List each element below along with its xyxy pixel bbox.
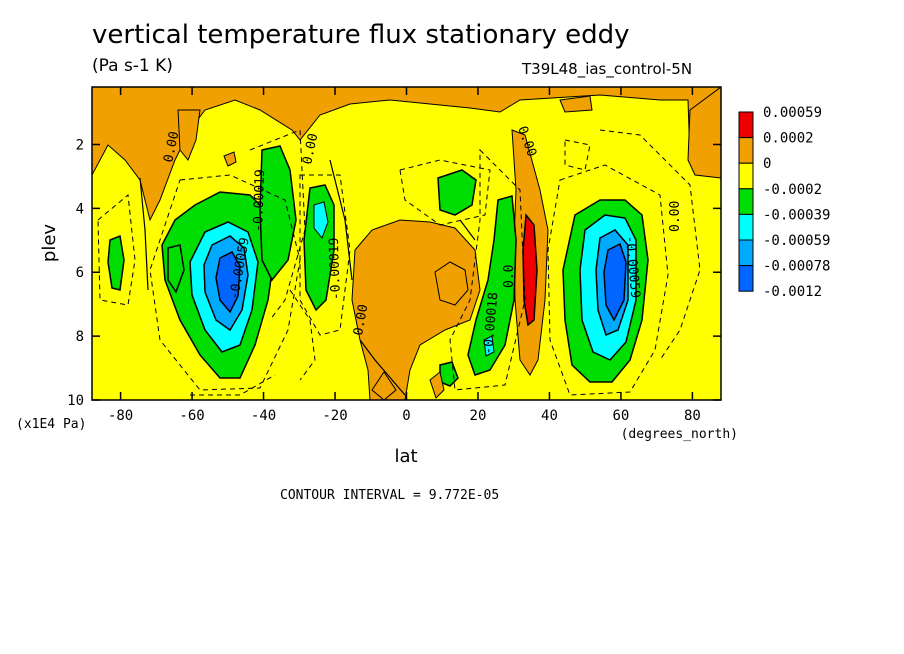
legend-label: -0.0002	[763, 182, 822, 198]
contour-neg-30s	[289, 289, 316, 381]
legend-swatch	[738, 239, 754, 267]
x-tick-label: -40	[251, 408, 276, 424]
legend-label: 0.00059	[763, 105, 822, 121]
field-cyan-25n	[483, 335, 495, 357]
contour-zero-5n	[459, 219, 476, 241]
contour-neg-58n	[547, 164, 669, 396]
legend-swatch	[738, 137, 754, 164]
field-orange-tropical-column	[351, 219, 481, 400]
y-unit-label: (x1E4 Pa)	[16, 417, 86, 432]
legend-label: -0.0012	[763, 284, 822, 300]
y-tick-label: 8	[76, 329, 84, 345]
contour-neg-80s	[97, 194, 136, 306]
field-orange-top-band	[92, 87, 721, 222]
legend-swatch	[738, 188, 754, 215]
legend-swatch	[738, 162, 754, 190]
field-blue-dark-50s	[215, 251, 241, 314]
contour-label: 0.00	[300, 132, 321, 166]
contour-neg-25n	[449, 148, 526, 391]
field-orange-patch-40s	[223, 151, 237, 167]
contour-label: -0.00018	[481, 292, 501, 356]
legend-label: -0.00059	[763, 233, 830, 249]
field-red-35n-max	[522, 213, 538, 327]
x-tick-label: 0	[402, 408, 410, 424]
contour-zero-75s	[139, 177, 149, 291]
field-orange-column-65s	[177, 109, 201, 161]
color-legend: 0.00059 0.0002 0 -0.0002 -0.00039 -0.00059 -0.…	[738, 105, 830, 300]
field-cyan-25s	[313, 201, 329, 239]
contour-label: -0.00059	[622, 235, 642, 299]
field-green-80s	[107, 234, 125, 291]
contour-neg-45s-low	[190, 374, 276, 396]
legend-swatch	[738, 111, 754, 139]
x-axis-label: lat	[394, 446, 417, 467]
field-orange-tropical-blob	[434, 261, 469, 306]
contour-label: -0.00019	[327, 237, 344, 300]
y-axis-label: plev	[39, 224, 60, 263]
y-tick-label: 10	[67, 393, 84, 409]
x-tick-label: 40	[541, 408, 558, 424]
zero-contours	[139, 159, 476, 396]
contour-label: 0.00	[161, 130, 182, 164]
field-green-25n	[467, 195, 517, 376]
field-orange-patch-40n	[559, 95, 593, 113]
field-orange-right-edge	[687, 87, 721, 179]
field-orange-patch-5s	[371, 371, 397, 400]
contour-interval: CONTOUR INTERVAL = 9.772E-05	[280, 488, 500, 503]
contour-fields: 0.00 0.00 0.00 0.00 0.00 -0.00019 -0.000…	[92, 87, 721, 400]
contour-zero-10s	[329, 159, 353, 281]
x-tick-label: 60	[613, 408, 630, 424]
field-green-65s	[167, 244, 185, 294]
field-green-40s	[259, 145, 297, 282]
x-tick-label: -80	[108, 408, 133, 424]
contour-label: 0.0	[502, 265, 517, 288]
field-blue-dark-58n	[603, 242, 627, 322]
legend-swatch	[738, 213, 754, 241]
legend-label: 0	[763, 156, 771, 172]
x-unit-label: (degrees_north)	[621, 427, 738, 442]
chart-title: vertical temperature flux stationary edd…	[92, 20, 630, 50]
x-tick-label: -20	[322, 408, 347, 424]
x-axis: -80 -60 -40 -20 0 20 40 60 80	[108, 87, 701, 424]
field-orange-patch-15n	[429, 371, 445, 399]
y-axis: 2 4 6 8 10	[67, 137, 721, 409]
legend-label: -0.00039	[763, 207, 830, 223]
contour-label: -0.00019	[251, 169, 268, 232]
legend-label: 0.0002	[763, 131, 814, 147]
negative-contours	[97, 129, 701, 396]
x-tick-label: 80	[684, 408, 701, 424]
contour-label: 0.00	[351, 303, 371, 336]
contour-neg-10n	[399, 159, 491, 226]
legend-swatch	[738, 265, 754, 292]
contour-neg-45s	[249, 129, 306, 321]
legend-label: -0.00078	[763, 259, 830, 275]
x-tick-label: -60	[179, 408, 204, 424]
dataset-label: T39L48_ias_control-5N	[522, 60, 693, 78]
contour-neg-50n-right	[599, 129, 701, 361]
y-tick-label: 4	[76, 201, 84, 217]
contour-neg-25s	[299, 174, 351, 336]
contour-label: 0.00	[668, 201, 683, 232]
x-tick-label: 20	[470, 408, 487, 424]
y-tick-label: 2	[76, 137, 84, 153]
y-tick-label: 6	[76, 265, 84, 281]
field-green-10n-upper	[437, 169, 477, 216]
contour-zero-5s	[359, 339, 406, 396]
chart-units: (Pa s-1 K)	[92, 56, 173, 76]
